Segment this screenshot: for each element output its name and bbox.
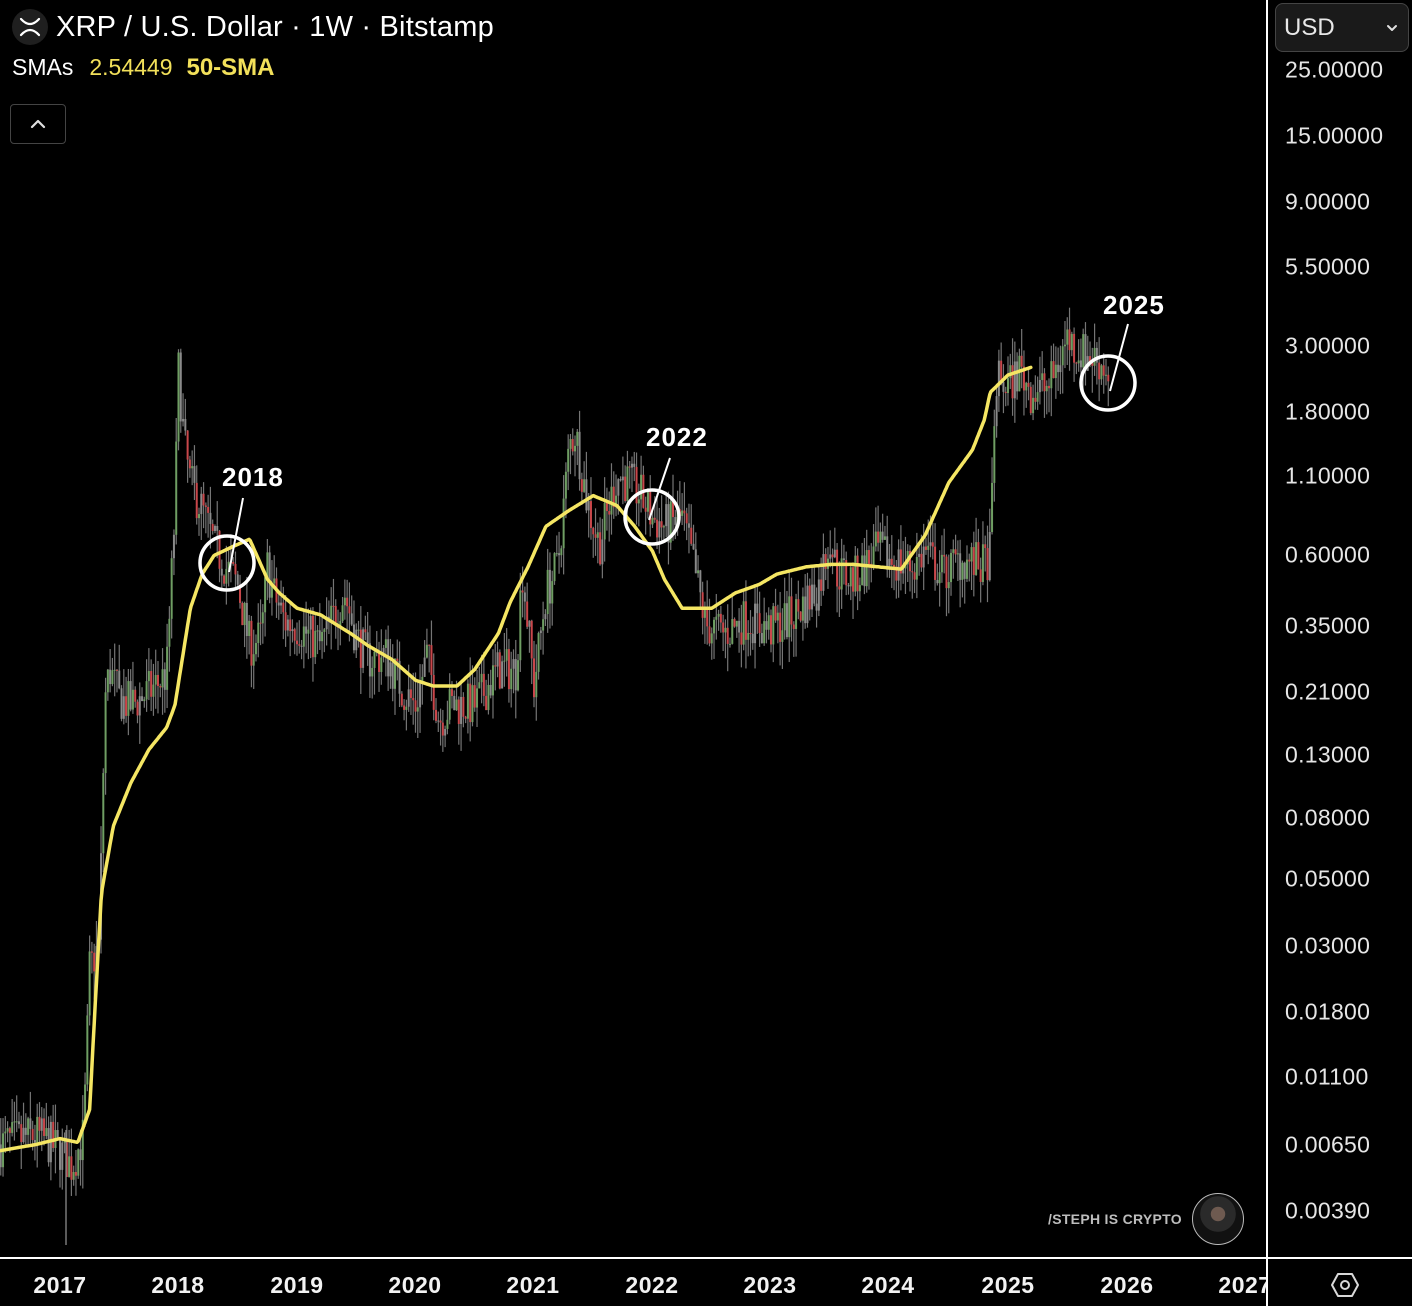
chart-header: XRP / U.S. Dollar · 1W · Bitstamp SMAs 2…	[12, 8, 494, 82]
x-tick: 2024	[861, 1272, 915, 1298]
y-tick: 0.00390	[1285, 1197, 1371, 1224]
time-axis-divider	[0, 1257, 1412, 1259]
watermark: /STEPH IS CRYPTO	[1048, 1193, 1244, 1245]
y-tick: 0.03000	[1285, 932, 1371, 959]
annotation-label-2025: 2025	[1103, 290, 1165, 320]
x-tick: 2019	[270, 1272, 324, 1298]
x-tick: 2018	[151, 1272, 205, 1298]
watermark-text: /STEPH IS CRYPTO	[1048, 1211, 1182, 1227]
y-tick: 0.01100	[1285, 1063, 1369, 1090]
x-tick: 2022	[625, 1272, 679, 1298]
y-tick: 9.00000	[1285, 188, 1371, 215]
y-tick: 1.10000	[1285, 462, 1371, 489]
y-tick: 0.35000	[1285, 612, 1371, 639]
x-tick: 2023	[743, 1272, 797, 1298]
y-tick: 0.00650	[1285, 1131, 1371, 1158]
y-tick: 0.21000	[1285, 678, 1371, 705]
currency-select[interactable]: USD	[1275, 3, 1409, 52]
chart-plot-area[interactable]: 2018 2022 2025 /STEPH IS CRYPTO	[0, 0, 1266, 1258]
chevron-up-icon	[30, 119, 46, 129]
y-tick: 0.13000	[1285, 741, 1371, 768]
y-tick: 1.80000	[1285, 398, 1371, 425]
price-axis-divider	[1266, 0, 1268, 1306]
xrp-logo-icon	[12, 9, 48, 45]
y-tick: 0.05000	[1285, 865, 1371, 892]
annotation-label-2018: 2018	[222, 462, 284, 492]
chart-settings-button[interactable]	[1325, 1269, 1365, 1301]
currency-value: USD	[1284, 13, 1335, 41]
y-tick: 0.60000	[1285, 541, 1371, 568]
price-axis[interactable]: 25.00000 15.00000 9.00000 5.50000 3.0000…	[1268, 0, 1412, 1257]
chart-title: XRP / U.S. Dollar · 1W · Bitstamp	[56, 10, 494, 43]
chevron-down-icon	[1387, 24, 1397, 31]
x-tick: 2017	[33, 1272, 87, 1298]
avatar	[1191, 1193, 1244, 1245]
annotation-markers	[198, 323, 1137, 592]
time-axis[interactable]: 2017 2018 2019 2020 2021 2022 2023 2024 …	[0, 1259, 1266, 1306]
candlestick-series	[0, 307, 1110, 1245]
y-tick: 3.00000	[1285, 332, 1371, 359]
indicator-name: 50-SMA	[186, 54, 275, 81]
x-tick: 2026	[1100, 1272, 1154, 1298]
price-chart-svg	[0, 307, 1137, 1245]
x-tick: 2025	[981, 1272, 1035, 1298]
collapse-legend-button[interactable]	[10, 104, 66, 144]
hexagon-settings-icon	[1331, 1273, 1359, 1297]
x-tick: 2020	[388, 1272, 442, 1298]
indicator-value: 2.54449	[89, 54, 173, 80]
y-tick: 5.50000	[1285, 253, 1371, 280]
sma-50-line	[0, 365, 1033, 1153]
y-tick: 15.00000	[1285, 122, 1384, 149]
y-tick: 25.00000	[1285, 56, 1384, 83]
x-tick: 2027	[1218, 1272, 1266, 1298]
indicator-label: SMAs	[12, 54, 74, 80]
y-tick: 0.01800	[1285, 998, 1371, 1025]
indicator-legend[interactable]: SMAs 2.54449 50-SMA	[12, 54, 494, 82]
annotation-label-2022: 2022	[646, 422, 708, 452]
x-tick: 2021	[506, 1272, 560, 1298]
y-tick: 0.08000	[1285, 804, 1371, 831]
